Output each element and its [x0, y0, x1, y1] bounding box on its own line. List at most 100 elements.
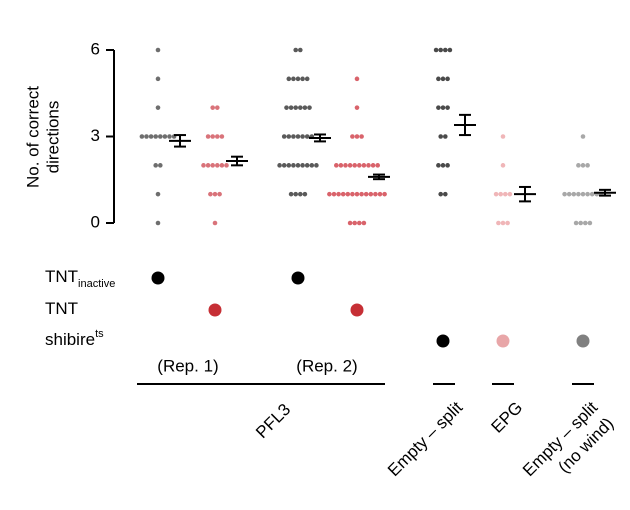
condition-name: TNT: [45, 299, 78, 318]
data-dot: [377, 191, 383, 197]
data-dot: [578, 220, 583, 226]
condition-marker: [496, 334, 510, 348]
data-dot: [212, 220, 218, 226]
data-dot: [352, 220, 358, 226]
data-dot: [153, 134, 158, 139]
data-dot: [288, 191, 294, 197]
data-dot: [277, 163, 282, 168]
data-dot: [331, 191, 337, 197]
data-dot: [307, 105, 312, 110]
replicate-label: (Rep. 2): [296, 356, 357, 375]
data-dot: [314, 163, 319, 168]
data-dot: [205, 163, 211, 168]
data-dot: [298, 47, 303, 53]
data-dot: [573, 220, 579, 226]
replicate-label: (Rep. 1): [157, 356, 218, 375]
condition-marker: [436, 334, 450, 348]
data-dot: [212, 191, 218, 197]
data-dot: [443, 134, 448, 139]
data-dot: [361, 163, 367, 168]
data-dot: [286, 134, 292, 139]
data-dot: [580, 163, 586, 168]
data-dot: [562, 191, 567, 197]
data-dot: [440, 105, 446, 110]
data-dot: [302, 105, 308, 110]
condition-marker: [350, 303, 364, 317]
y-tick-label: 0: [91, 212, 100, 231]
condition-marker: [208, 303, 222, 317]
error-bar: [314, 133, 326, 143]
data-dot: [440, 163, 446, 168]
data-dot: [500, 220, 506, 226]
data-dot: [354, 105, 360, 110]
data-dot: [503, 191, 508, 197]
group-label: EPG: [487, 398, 526, 437]
data-dot: [438, 47, 444, 53]
y-tick-label: 3: [91, 126, 100, 145]
data-dot: [295, 76, 301, 82]
data-dot: [440, 76, 446, 82]
data-dot: [354, 191, 360, 197]
error-bar: [231, 155, 243, 167]
data-dot: [281, 163, 287, 168]
data-dot: [201, 163, 206, 168]
data-dot: [447, 47, 453, 53]
data-dot: [155, 220, 161, 226]
data-dot: [576, 191, 581, 197]
data-dot: [505, 220, 510, 226]
data-dot: [438, 191, 444, 197]
data-dot: [304, 76, 310, 82]
data-dot: [443, 47, 448, 53]
data-dot: [224, 163, 229, 168]
data-dot: [587, 220, 593, 226]
data-dot: [295, 134, 301, 139]
data-dot: [576, 163, 581, 168]
data-dot: [340, 191, 346, 197]
data-dot: [585, 163, 590, 168]
data-dot: [359, 191, 364, 197]
data-dot: [375, 163, 381, 168]
data-dot: [208, 191, 213, 197]
data-dot: [438, 134, 444, 139]
data-dot: [366, 163, 371, 168]
data-dot: [350, 191, 355, 197]
data-dot: [583, 220, 588, 226]
condition-marker: [291, 271, 305, 285]
data-dot: [357, 220, 362, 226]
data-dot: [354, 134, 360, 139]
data-dot: [155, 105, 161, 110]
data-dot: [158, 163, 163, 168]
y-axis-label: No. of correct: [23, 86, 42, 188]
data-dot: [155, 76, 161, 82]
data-dot: [500, 134, 506, 139]
data-dot: [167, 134, 172, 139]
data-dot: [350, 134, 355, 139]
data-dot: [286, 163, 292, 168]
data-dot: [293, 47, 299, 53]
error-bar: [599, 188, 611, 197]
condition-label: TNT: [45, 299, 78, 318]
data-dot: [443, 191, 448, 197]
condition-subscript: inactive: [78, 278, 115, 290]
data-dot: [445, 105, 450, 110]
data-dot: [493, 191, 499, 197]
data-dot: [153, 163, 158, 168]
data-dot: [359, 134, 364, 139]
data-dot: [219, 134, 225, 139]
data-dot: [571, 191, 577, 197]
data-dot: [343, 163, 348, 168]
data-dot: [158, 134, 163, 139]
error-bar: [373, 173, 385, 181]
data-dot: [589, 191, 595, 197]
data-dot: [219, 163, 225, 168]
data-dot: [293, 191, 299, 197]
data-dot: [357, 163, 362, 168]
data-dot: [327, 191, 332, 197]
data-dot: [347, 163, 353, 168]
condition-label: TNTinactive: [45, 267, 115, 289]
data-dot: [300, 163, 305, 168]
data-dot: [217, 191, 222, 197]
group-label: PFL3: [252, 400, 294, 442]
data-dot: [436, 105, 441, 110]
